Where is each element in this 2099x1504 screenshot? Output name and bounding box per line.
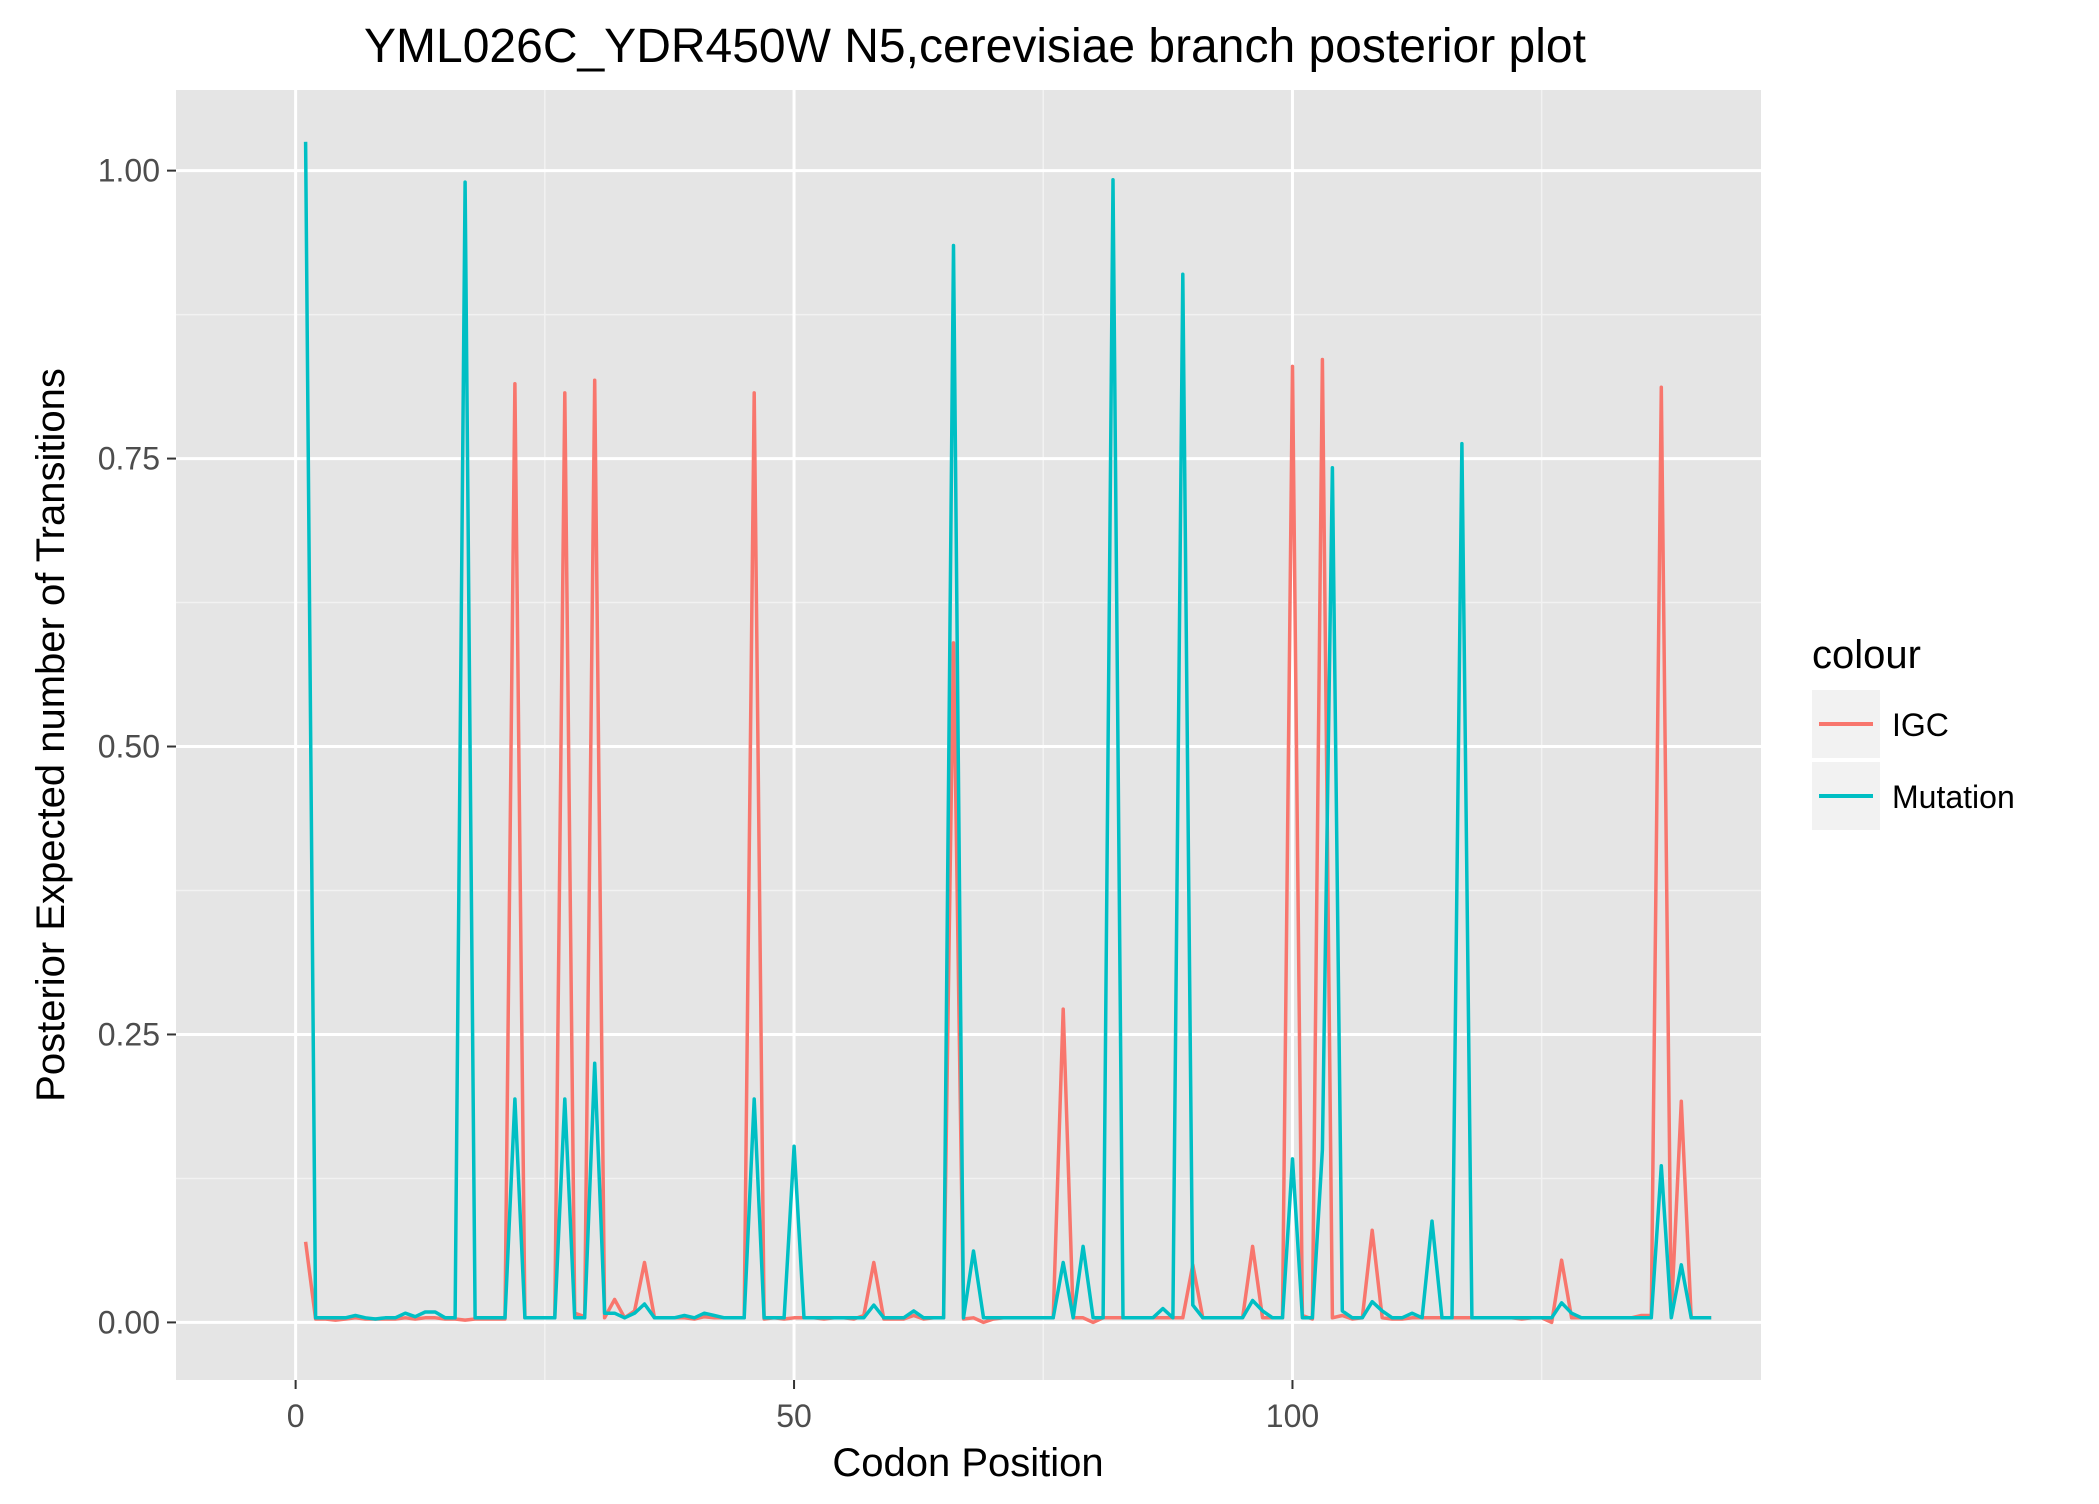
- legend: colour IGC Mutation: [1812, 633, 2015, 830]
- legend-entries: IGC Mutation: [1812, 690, 2015, 830]
- chart-title: YML026C_YDR450W N5,cerevisiae branch pos…: [364, 20, 1586, 73]
- y-axis-label: Posterior Expected number of Transitions: [29, 368, 73, 1102]
- x-tick-label-2: 100: [1266, 1398, 1319, 1434]
- legend-label-igc: IGC: [1892, 707, 1949, 743]
- y-tick-label-4: 1.00: [98, 153, 160, 189]
- minor-gridlines: [176, 90, 1761, 1380]
- y-tick-label-0: 0.00: [98, 1304, 160, 1340]
- y-tick-label-2: 0.50: [98, 729, 160, 765]
- legend-title: colour: [1812, 633, 1921, 677]
- x-axis: 0 50 100: [287, 1380, 1319, 1434]
- series-line-mutation: [303, 141, 1712, 1321]
- series-lines: [303, 141, 1712, 1325]
- x-tick-label-0: 0: [287, 1398, 305, 1434]
- y-tick-label-1: 0.25: [98, 1016, 160, 1052]
- legend-label-mutation: Mutation: [1892, 779, 2015, 815]
- y-axis: 0.00 0.25 0.50 0.75 1.00: [98, 153, 176, 1340]
- x-tick-label-1: 50: [776, 1398, 812, 1434]
- x-axis-label: Codon Position: [832, 1441, 1103, 1485]
- plot-panel: [176, 90, 1761, 1380]
- y-tick-label-3: 0.75: [98, 441, 160, 477]
